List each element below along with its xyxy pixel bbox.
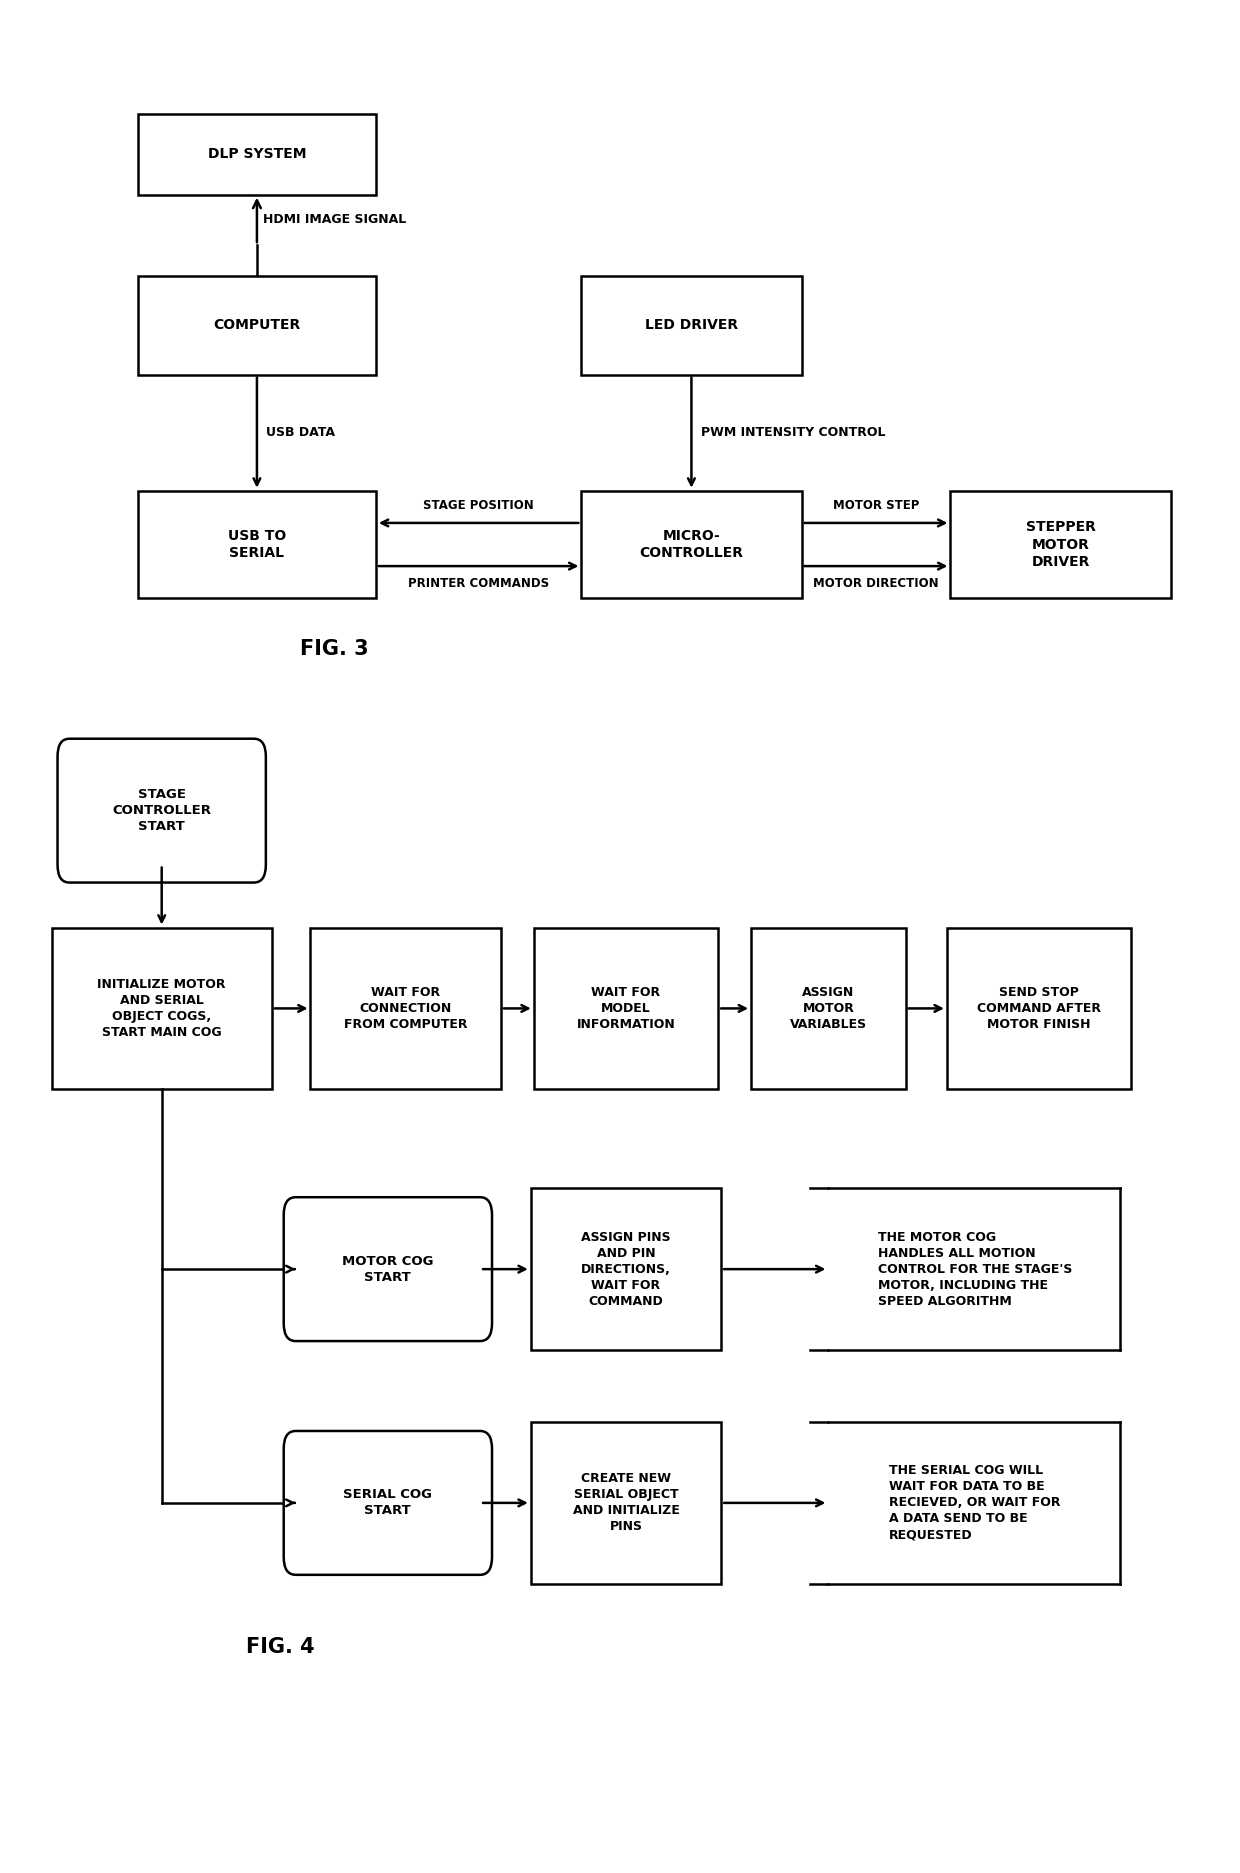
Bar <box>138 114 376 195</box>
Text: PWM INTENSITY CONTROL: PWM INTENSITY CONTROL <box>701 425 885 438</box>
Text: FIG. 4: FIG. 4 <box>247 1637 315 1658</box>
Text: LED DRIVER: LED DRIVER <box>645 318 738 332</box>
Text: PRINTER COMMANDS: PRINTER COMMANDS <box>408 577 549 590</box>
Text: WAIT FOR
CONNECTION
FROM COMPUTER: WAIT FOR CONNECTION FROM COMPUTER <box>343 985 467 1030</box>
Bar <box>950 491 1171 599</box>
Text: WAIT FOR
MODEL
INFORMATION: WAIT FOR MODEL INFORMATION <box>577 985 676 1030</box>
Text: THE MOTOR COG
HANDLES ALL MOTION
CONTROL FOR THE STAGE'S
MOTOR, INCLUDING THE
SP: THE MOTOR COG HANDLES ALL MOTION CONTROL… <box>878 1231 1071 1307</box>
Bar <box>52 927 272 1090</box>
Text: HDMI IMAGE SIGNAL: HDMI IMAGE SIGNAL <box>263 214 407 227</box>
Bar <box>582 275 801 375</box>
Text: MOTOR STEP: MOTOR STEP <box>833 498 919 511</box>
Text: COMPUTER: COMPUTER <box>213 318 300 332</box>
Text: SERIAL COG
START: SERIAL COG START <box>343 1489 433 1517</box>
Bar <box>310 927 501 1090</box>
Text: FIG. 3: FIG. 3 <box>300 639 368 659</box>
Text: STAGE POSITION: STAGE POSITION <box>423 498 534 511</box>
Text: INITIALIZE MOTOR
AND SERIAL
OBJECT COGS,
START MAIN COG: INITIALIZE MOTOR AND SERIAL OBJECT COGS,… <box>98 978 226 1040</box>
Text: ASSIGN
MOTOR
VARIABLES: ASSIGN MOTOR VARIABLES <box>790 985 867 1030</box>
FancyBboxPatch shape <box>57 738 265 882</box>
Bar <box>531 1187 722 1350</box>
Text: STEPPER
MOTOR
DRIVER: STEPPER MOTOR DRIVER <box>1025 521 1095 569</box>
Text: USB TO
SERIAL: USB TO SERIAL <box>228 528 286 560</box>
Bar <box>138 491 376 599</box>
Text: USB DATA: USB DATA <box>267 425 336 438</box>
Text: CREATE NEW
SERIAL OBJECT
AND INITIALIZE
PINS: CREATE NEW SERIAL OBJECT AND INITIALIZE … <box>573 1472 680 1534</box>
Bar <box>138 275 376 375</box>
Text: MOTOR DIRECTION: MOTOR DIRECTION <box>813 577 939 590</box>
Bar <box>531 1422 722 1585</box>
Text: STAGE
CONTROLLER
START: STAGE CONTROLLER START <box>112 789 211 833</box>
Bar <box>582 491 801 599</box>
Bar <box>947 927 1131 1090</box>
Text: DLP SYSTEM: DLP SYSTEM <box>207 148 306 161</box>
Bar <box>751 927 905 1090</box>
Text: MOTOR COG
START: MOTOR COG START <box>342 1255 434 1283</box>
Bar <box>533 927 718 1090</box>
Text: MICRO-
CONTROLLER: MICRO- CONTROLLER <box>640 528 744 560</box>
FancyBboxPatch shape <box>284 1431 492 1575</box>
Text: THE SERIAL COG WILL
WAIT FOR DATA TO BE
RECIEVED, OR WAIT FOR
A DATA SEND TO BE
: THE SERIAL COG WILL WAIT FOR DATA TO BE … <box>889 1465 1060 1541</box>
Text: ASSIGN PINS
AND PIN
DIRECTIONS,
WAIT FOR
COMMAND: ASSIGN PINS AND PIN DIRECTIONS, WAIT FOR… <box>582 1231 671 1307</box>
FancyBboxPatch shape <box>284 1197 492 1341</box>
Text: SEND STOP
COMMAND AFTER
MOTOR FINISH: SEND STOP COMMAND AFTER MOTOR FINISH <box>977 985 1101 1030</box>
